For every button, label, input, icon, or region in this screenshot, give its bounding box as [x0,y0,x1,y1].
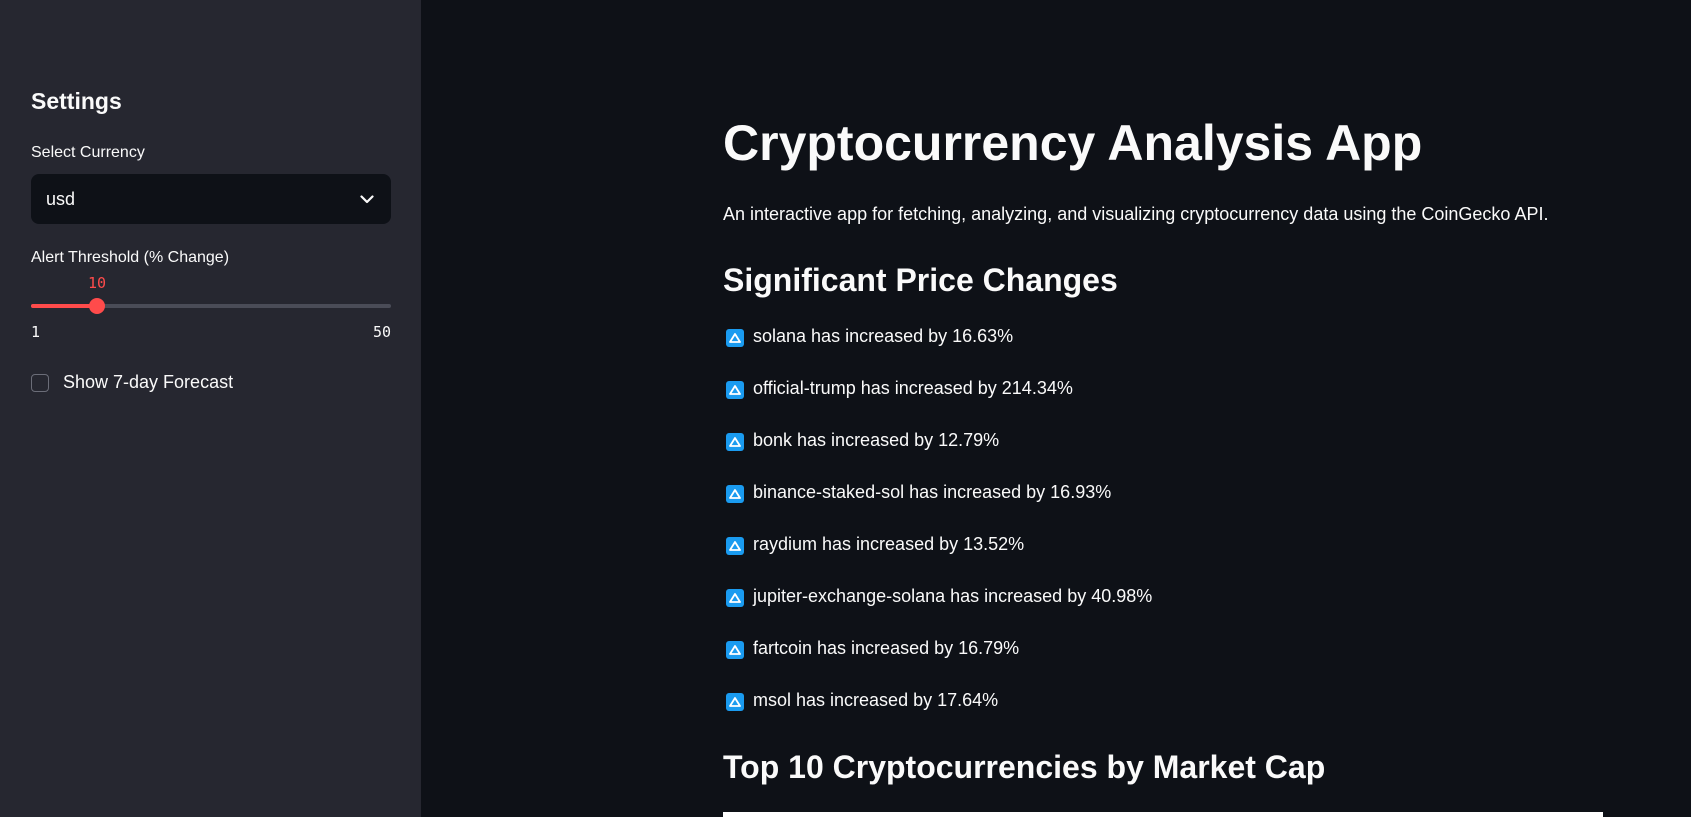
sidebar-title: Settings [31,88,122,114]
up-arrow-icon [726,641,744,659]
top10-table[interactable] [723,812,1603,817]
main-content: Cryptocurrency Analysis App An interacti… [421,0,1691,817]
alert-item: msol has increased by 17.64% [726,690,1152,742]
alert-item: fartcoin has increased by 16.79% [726,638,1152,690]
threshold-value: 10 [87,274,107,292]
slider-thumb[interactable] [89,298,105,314]
alert-item: bonk has increased by 12.79% [726,430,1152,482]
alerts-heading: Significant Price Changes [723,262,1118,298]
top10-heading: Top 10 Cryptocurrencies by Market Cap [723,749,1326,785]
up-arrow-icon [726,589,744,607]
alert-text: solana has increased by 16.63% [753,326,1014,346]
alert-text: fartcoin has increased by 16.79% [753,638,1020,658]
forecast-label: Show 7-day Forecast [63,372,234,392]
currency-label: Select Currency [31,144,145,161]
forecast-checkbox[interactable] [31,373,49,392]
up-arrow-icon [726,381,744,399]
alerts-list: solana has increased by 16.63% official-… [726,326,1152,742]
threshold-slider[interactable]: 10 1 50 [31,270,391,341]
alert-text: binance-staked-sol has increased by 16.9… [753,482,1112,502]
page-description: An interactive app for fetching, analyzi… [723,204,1549,224]
up-arrow-icon [726,693,744,711]
page-title: Cryptocurrency Analysis App [723,115,1423,171]
currency-select-value: usd [46,188,76,209]
threshold-label: Alert Threshold (% Change) [31,249,230,266]
chevron-down-icon [358,190,376,208]
alert-item: raydium has increased by 13.52% [726,534,1152,586]
slider-track[interactable] [31,298,391,314]
alert-item: official-trump has increased by 214.34% [726,378,1152,430]
alert-text: official-trump has increased by 214.34% [753,378,1073,398]
alert-item: solana has increased by 16.63% [726,326,1152,378]
up-arrow-icon [726,537,744,555]
slider-fill [31,304,97,308]
alert-text: msol has increased by 17.64% [753,690,999,710]
alert-item: binance-staked-sol has increased by 16.9… [726,482,1152,534]
up-arrow-icon [726,329,744,347]
alert-text: raydium has increased by 13.52% [753,534,1025,554]
up-arrow-icon [726,433,744,451]
sidebar: Settings Select Currency usd Alert Thres… [0,0,421,817]
alert-item: jupiter-exchange-solana has increased by… [726,586,1152,638]
alert-text: jupiter-exchange-solana has increased by… [753,586,1153,606]
threshold-min: 1 [31,323,41,341]
threshold-max: 50 [372,323,391,341]
up-arrow-icon [726,485,744,503]
forecast-checkbox-row[interactable]: Show 7-day Forecast [31,372,233,393]
currency-select[interactable]: usd [31,174,391,224]
alert-text: bonk has increased by 12.79% [753,430,1000,450]
